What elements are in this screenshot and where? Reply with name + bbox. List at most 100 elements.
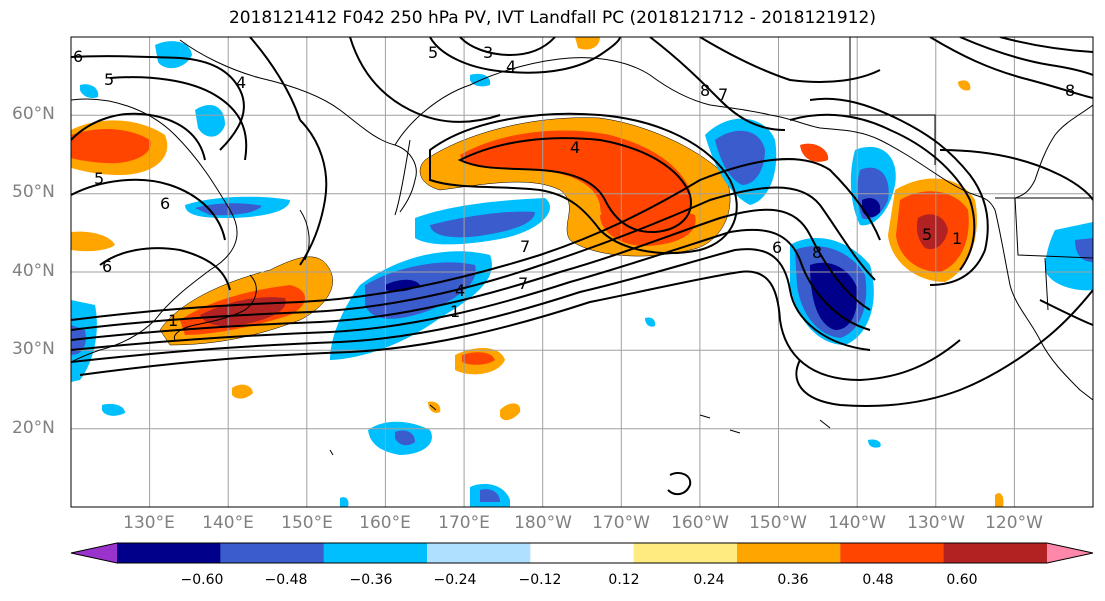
contour-label: 8 bbox=[1065, 81, 1075, 100]
colorbar-tick-label: 0.60 bbox=[946, 572, 978, 588]
contour-line bbox=[667, 472, 692, 496]
colorbar-segment bbox=[530, 543, 635, 563]
lon-label: 140°E bbox=[202, 513, 254, 533]
lon-label: 160°E bbox=[359, 513, 411, 533]
anomaly-blob bbox=[916, 214, 948, 250]
anomaly-blob bbox=[80, 84, 99, 99]
lon-label: 140°W bbox=[828, 513, 886, 533]
anomaly-blob bbox=[868, 439, 881, 448]
lon-label: 160°W bbox=[671, 513, 729, 533]
contour-line bbox=[71, 112, 206, 161]
colorbar-tick-label: 0.48 bbox=[862, 572, 894, 588]
map-title: 2018121412 F042 250 hPa PV, IVT Landfall… bbox=[228, 8, 876, 28]
contour-line bbox=[349, 37, 501, 123]
contour-line bbox=[429, 112, 738, 255]
colorbar-segment bbox=[840, 543, 945, 563]
contour-line bbox=[939, 149, 1093, 201]
anomaly-blob bbox=[1045, 222, 1093, 291]
lon-label: 150°E bbox=[281, 513, 333, 533]
anomaly-blob bbox=[428, 401, 441, 413]
contour-line bbox=[79, 270, 961, 382]
contour-line bbox=[649, 37, 786, 131]
colorbar-tick-label: 0.24 bbox=[693, 572, 725, 588]
colorbar-tick-label: −0.12 bbox=[518, 572, 562, 588]
anomaly-blob bbox=[365, 262, 476, 319]
anomaly-blob bbox=[102, 403, 125, 416]
coastlines bbox=[71, 37, 1093, 456]
contour-label: 7 bbox=[520, 237, 530, 256]
contour-label: 5 bbox=[104, 70, 114, 89]
lon-label: 170°E bbox=[438, 513, 490, 533]
anomaly-blob bbox=[71, 128, 151, 164]
anomaly-blob bbox=[958, 80, 971, 91]
anomaly-blob bbox=[500, 403, 521, 421]
lat-label: 40°N bbox=[12, 261, 55, 281]
contour-line bbox=[71, 158, 881, 321]
contour-line bbox=[71, 208, 871, 341]
contour-label: 6 bbox=[772, 238, 782, 257]
contour-line bbox=[99, 247, 231, 291]
anomaly-blob bbox=[195, 105, 225, 137]
contour-line bbox=[999, 37, 1093, 53]
anomaly-blob bbox=[340, 497, 349, 507]
contour-line bbox=[71, 178, 226, 241]
contour-line bbox=[959, 37, 1093, 76]
map-frame bbox=[70, 36, 1094, 508]
anomaly-blob bbox=[232, 384, 253, 399]
colorbar-tick-label: −0.36 bbox=[349, 572, 393, 588]
contour-line bbox=[795, 289, 1093, 408]
colorbar bbox=[70, 542, 1094, 564]
colorbar-tick-label: 0.12 bbox=[608, 572, 640, 588]
anomaly-blob bbox=[575, 37, 600, 50]
contour-line bbox=[789, 113, 976, 271]
contour-line bbox=[457, 137, 692, 234]
contour-label: 4 bbox=[570, 138, 580, 157]
colorbar-extend-high bbox=[1047, 543, 1093, 563]
contour-line bbox=[71, 228, 871, 351]
contour-line bbox=[929, 37, 1093, 99]
contour-label: 6 bbox=[160, 194, 170, 213]
contour-label: 4 bbox=[506, 57, 516, 76]
lon-label: 130°E bbox=[123, 513, 175, 533]
anomaly-blob bbox=[430, 211, 535, 238]
anomaly-blob bbox=[71, 231, 115, 252]
colorbar-extend-low bbox=[71, 543, 117, 563]
anomaly-blob bbox=[1075, 238, 1093, 262]
lat-label: 20°N bbox=[12, 418, 55, 438]
contour-label: 6 bbox=[102, 257, 112, 276]
contour-label: 5 bbox=[94, 169, 104, 188]
lon-label: 150°W bbox=[749, 513, 807, 533]
contour-label: 4 bbox=[236, 73, 246, 92]
colorbar-segment bbox=[427, 543, 531, 563]
colorbar-segment bbox=[737, 543, 841, 563]
contour-label: 5 bbox=[428, 43, 438, 62]
contour-line bbox=[71, 248, 871, 363]
contour-label: 4 bbox=[455, 281, 465, 300]
contour-line bbox=[249, 37, 301, 121]
colorbar-segment bbox=[943, 543, 1048, 563]
lat-label: 50°N bbox=[12, 182, 55, 202]
anomaly-blob bbox=[715, 130, 765, 185]
contour-line bbox=[699, 37, 881, 83]
contour-line bbox=[459, 37, 556, 57]
anomaly-blob bbox=[480, 489, 500, 502]
contour-line bbox=[809, 97, 989, 286]
contour-line bbox=[71, 186, 876, 331]
colorbar-tick-label: −0.24 bbox=[433, 572, 477, 588]
contour-label: 8 bbox=[700, 81, 710, 100]
colorbar-tick-label: −0.48 bbox=[264, 572, 308, 588]
contour-label: 7 bbox=[518, 274, 528, 293]
contour-line bbox=[429, 37, 621, 74]
contour-line bbox=[1039, 299, 1093, 326]
contour-label: 5 bbox=[922, 225, 932, 244]
anomaly-blob bbox=[800, 143, 829, 162]
lon-label: 180°W bbox=[514, 513, 572, 533]
anomaly-blob bbox=[810, 262, 858, 330]
contour-line bbox=[71, 55, 245, 151]
colorbar-outline bbox=[70, 542, 1094, 564]
contour-label-layer: 6 5 3 4 5 8 7 4 4 5 6 6 7 7 1 4 1 6 8 5 … bbox=[73, 43, 1075, 330]
colorbar-tick-label: −0.60 bbox=[180, 572, 224, 588]
contour-line bbox=[299, 119, 328, 266]
anomaly-blob bbox=[995, 493, 1004, 507]
contour-lines bbox=[71, 37, 1093, 496]
